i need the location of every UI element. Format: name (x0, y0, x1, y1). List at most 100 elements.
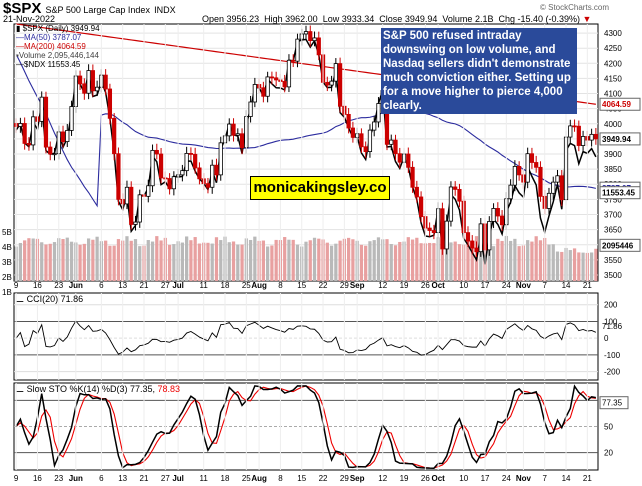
sto-last-value: 77.35 (602, 399, 623, 408)
change-value: -15.40 (-0.39%) (517, 14, 581, 24)
price-tick-label: 4000 (604, 120, 622, 129)
line-swatch-icon: — (16, 60, 24, 69)
volume-bar (172, 244, 176, 281)
candle-body (453, 186, 458, 190)
volume-bar (240, 244, 244, 281)
volume-bar (479, 241, 483, 281)
x-tick-label: 19 (400, 474, 409, 483)
candle-body (576, 125, 581, 146)
volume-bar (193, 237, 197, 281)
x-tick-label: 22 (319, 474, 328, 483)
high-value: 3962.00 (285, 14, 318, 24)
line-swatch-icon: — (16, 33, 24, 42)
volume-bar (406, 237, 410, 281)
legend-item-ma200: —MA(200) 4064.59 (16, 42, 86, 51)
ma50-line (15, 53, 596, 208)
volume-bar (219, 240, 223, 281)
candle-body (393, 139, 398, 155)
candle-body (512, 166, 517, 186)
candle-body (376, 103, 381, 123)
candle-body (487, 221, 492, 251)
candle-body (227, 123, 232, 137)
candle-body (158, 153, 164, 179)
volume-bar (415, 237, 419, 281)
volume-bar (312, 237, 317, 281)
candle-body (478, 223, 483, 253)
sto-tick-label: 20 (604, 449, 613, 458)
x-tick-label: 22 (319, 281, 328, 290)
volume-tick-label: 1B (2, 288, 12, 297)
description: S&P 500 Large Cap Index (45, 5, 150, 15)
volume-bar (496, 238, 500, 281)
candle-body (133, 221, 138, 225)
volume-bar (270, 245, 274, 281)
candle-body (184, 153, 189, 172)
volume-bar (206, 242, 210, 281)
sto-title: ⚊ Slow STO %K(14) %D(3) 77.35, 78.83 (16, 384, 181, 394)
cci-tick-label: 0 (604, 334, 609, 343)
x-tick-label: 10 (459, 281, 468, 290)
low-value: 3933.34 (341, 14, 375, 24)
candle-body (18, 123, 23, 127)
x-tick-label: 24 (502, 474, 511, 483)
volume-bar (27, 238, 31, 281)
price-tick-label: 4200 (604, 59, 622, 68)
candle-body (214, 164, 219, 176)
volume-bar (325, 242, 329, 281)
candle-body (65, 130, 70, 143)
volume-bar (500, 240, 504, 281)
candle-body (593, 133, 598, 140)
candle-body (180, 170, 185, 176)
price-tick-label: 3750 (604, 195, 622, 204)
price-tick-label: 3650 (604, 226, 622, 235)
volume-bar (577, 252, 581, 281)
x-tick-label: 23 (54, 281, 63, 290)
cci-tick-label: -100 (604, 351, 621, 360)
x-tick-label: 16 (33, 281, 42, 290)
candle-body (154, 149, 159, 155)
candle-body (538, 166, 543, 197)
legend: ▮ $SPX (Daily) 3949.94 —MA(50) 3787.07 —… (16, 24, 100, 69)
cci-title: ⚊ CCI(20) 71.86 (16, 294, 84, 304)
candle-body (372, 121, 377, 131)
volume-bar (359, 244, 364, 281)
candle-body (52, 153, 57, 156)
volume-bar (61, 239, 65, 281)
candle-body (235, 133, 240, 136)
x-tick-label: 11 (200, 281, 209, 290)
volume-bar (398, 241, 402, 281)
candle-body (82, 83, 87, 94)
symbol: $SPX (3, 0, 42, 17)
candle-body (39, 96, 44, 122)
x-tick-label: 21 (583, 281, 592, 290)
x-tick-label: 13 (118, 281, 127, 290)
candle-icon: ▮ (16, 24, 21, 33)
x-tick-label: Oct (431, 281, 445, 290)
candle-body (534, 162, 539, 168)
volume-bar (368, 241, 372, 281)
candle-body (589, 133, 594, 141)
ma200-price-tag-bg (599, 97, 641, 111)
x-tick-label: Jul (172, 474, 184, 483)
x-tick-label: 7 (542, 474, 547, 483)
x-tick-label: 7 (542, 281, 547, 290)
volume-value: 2.1B (474, 14, 494, 24)
volume-bar (410, 239, 415, 281)
candle-body (337, 63, 343, 107)
candle-body (218, 142, 223, 176)
volume-bar (449, 242, 453, 281)
cci-tick-label: -200 (604, 368, 621, 377)
volume-bar (347, 237, 351, 281)
volume-bar (547, 244, 551, 281)
volume-bar (508, 240, 513, 281)
x-tick-label: Nov (516, 474, 532, 483)
candle-body (444, 220, 449, 250)
volume-bar (470, 240, 474, 281)
volume-bar (95, 236, 99, 281)
candle-body (31, 116, 36, 146)
volume-bar (351, 239, 355, 281)
volume-bar (214, 237, 219, 281)
price-tick-label: 3700 (604, 210, 622, 219)
price-tick-label: 4150 (604, 74, 622, 83)
volume-bar (491, 246, 496, 281)
